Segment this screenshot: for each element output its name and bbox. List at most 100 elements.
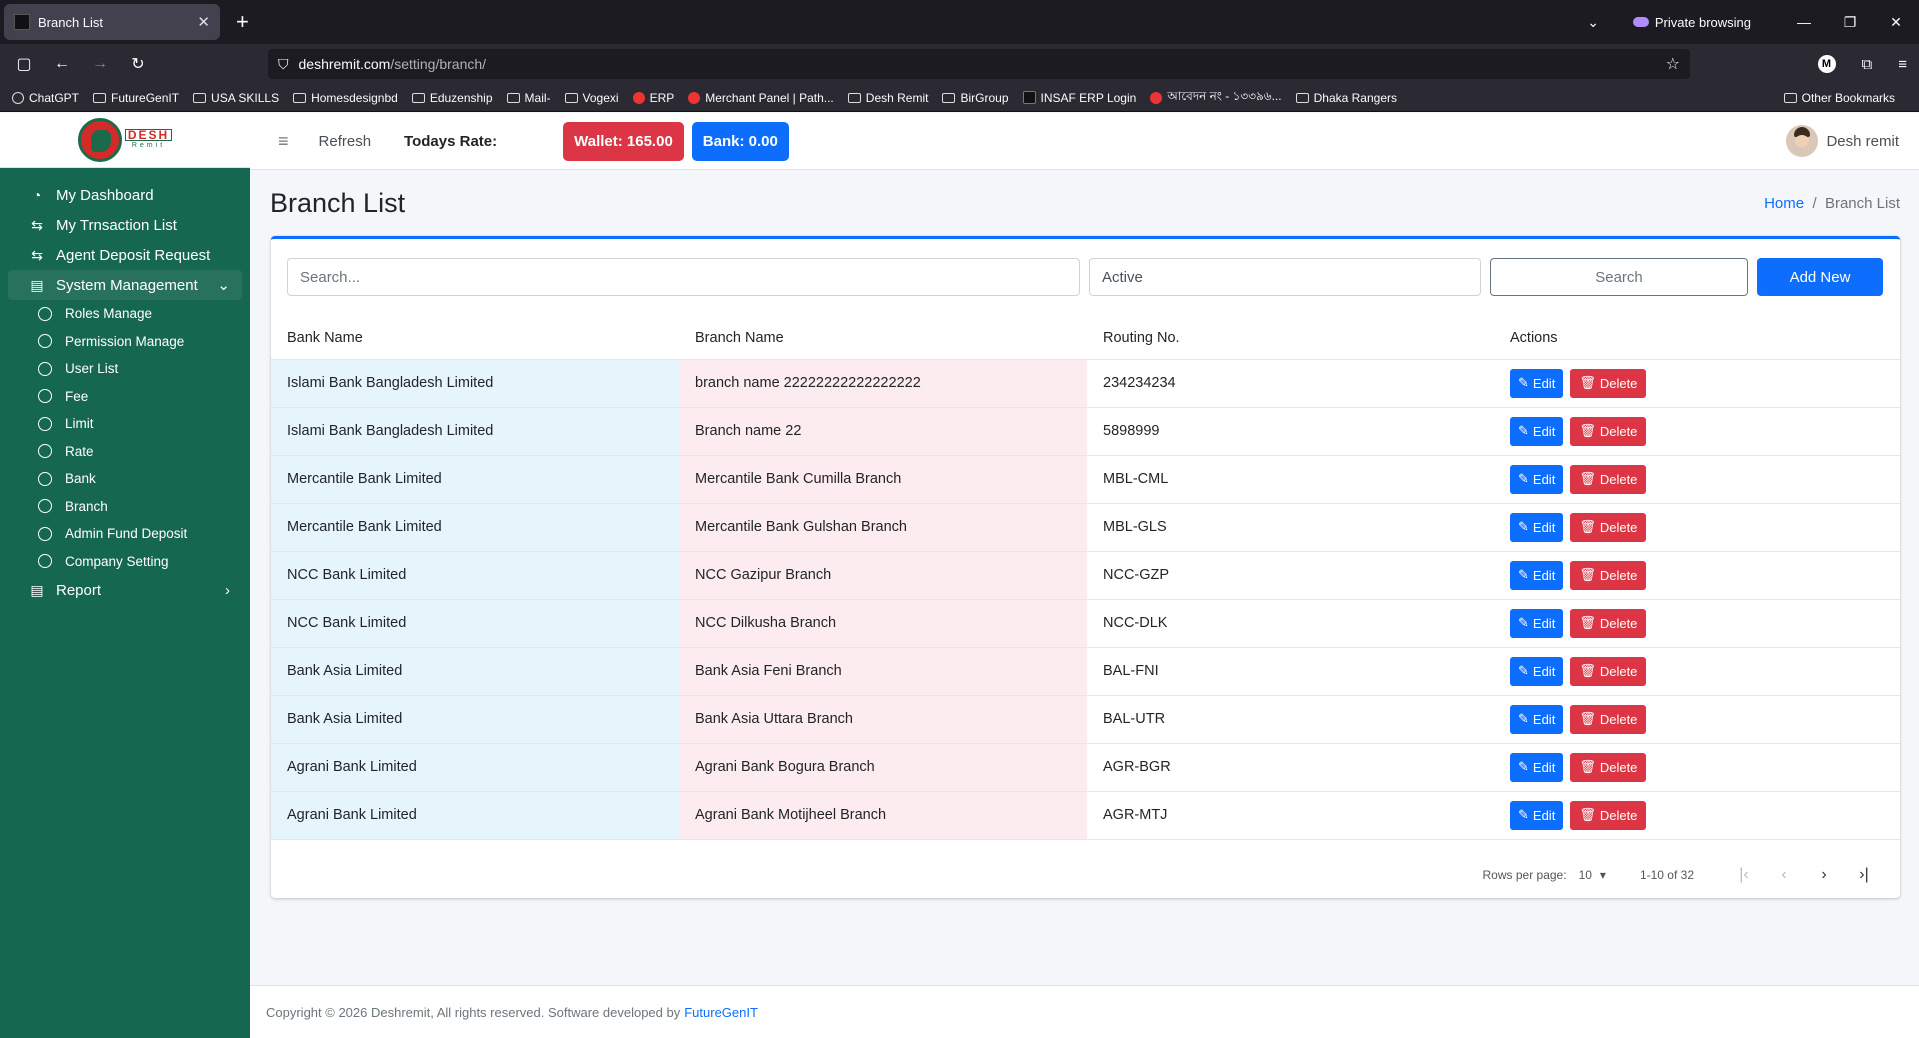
header-branch-name[interactable]: Branch Name (679, 317, 1087, 360)
tab-list-chevron-icon[interactable]: ⌄ (1587, 13, 1599, 30)
bookmark-item[interactable]: Mail- (506, 91, 551, 105)
edit-button[interactable]: ✎ Edit (1510, 704, 1564, 734)
bookmark-item[interactable]: USA SKILLS (193, 91, 279, 105)
filter-bar: Search... Active Search Add New (287, 258, 1884, 296)
minimize-icon[interactable]: — (1797, 14, 1811, 30)
wallet-badge[interactable]: Wallet: 165.00 (563, 121, 684, 161)
close-window-icon[interactable]: ✕ (1890, 13, 1902, 30)
trash-icon: 🗑 (1579, 807, 1596, 822)
sidebar-subitem-roles[interactable]: Roles Manage (0, 300, 250, 328)
sidebar-item-system-management[interactable]: ▤ System Management ⌄ (8, 270, 242, 300)
delete-button[interactable]: 🗑 Delete (1570, 656, 1647, 686)
hamburger-icon[interactable]: ≡ (278, 130, 289, 151)
edit-button[interactable]: ✎ Edit (1510, 656, 1564, 686)
prev-page-icon[interactable]: ‹ (1781, 866, 1787, 883)
sidebar-subitem-permission[interactable]: Permission Manage (0, 328, 250, 356)
sidebar-subitem-rate[interactable]: Rate (0, 438, 250, 466)
forward-icon[interactable]: → (92, 55, 108, 72)
delete-button[interactable]: 🗑 Delete (1570, 368, 1647, 398)
clipboard-icon: ▤ (30, 276, 44, 293)
sidebar-toggle-icon[interactable]: ▢ (16, 56, 32, 73)
bookmark-item[interactable]: Homesdesignbd (293, 91, 398, 105)
sidebar-subitem-bank[interactable]: Bank (0, 465, 250, 493)
edit-button[interactable]: ✎ Edit (1510, 608, 1564, 638)
cell-actions: ✎ Edit 🗑 Delete (1494, 503, 1900, 552)
sidebar-item-report[interactable]: ▤ Report › (8, 575, 242, 605)
edit-button[interactable]: ✎ Edit (1510, 752, 1564, 782)
delete-button[interactable]: 🗑 Delete (1570, 608, 1647, 638)
delete-button[interactable]: 🗑 Delete (1570, 416, 1647, 446)
cell-bank-name: Islami Bank Bangladesh Limited (271, 359, 679, 408)
delete-button[interactable]: 🗑 Delete (1570, 464, 1647, 494)
add-new-button[interactable]: Add New (1757, 258, 1883, 296)
restore-icon[interactable]: ❐ (1843, 13, 1857, 30)
delete-button[interactable]: 🗑 Delete (1570, 512, 1647, 542)
bookmark-item[interactable]: BirGroup (942, 91, 1009, 105)
edit-button[interactable]: ✎ Edit (1510, 800, 1564, 830)
edit-button[interactable]: ✎ Edit (1510, 416, 1564, 446)
bookmark-item[interactable]: আবেদন নং - ১৩৩৯৬... (1150, 88, 1282, 108)
cell-routing-no: MBL-CML (1087, 455, 1494, 504)
edit-button[interactable]: ✎ Edit (1510, 368, 1564, 398)
bookmark-item[interactable]: FutureGenIT (93, 91, 179, 105)
app-menu-icon[interactable]: ≡ (1898, 55, 1907, 73)
sidebar-subitem-fee[interactable]: Fee (0, 383, 250, 411)
sidebar-subitem-company[interactable]: Company Setting (0, 548, 250, 576)
first-page-icon[interactable]: |‹ (1739, 866, 1749, 883)
bookmark-item[interactable]: ChatGPT (12, 91, 79, 105)
table-row: Bank Asia Limited Bank Asia Uttara Branch… (271, 695, 1900, 744)
bookmark-item[interactable]: INSAF ERP Login (1022, 91, 1136, 105)
edit-button[interactable]: ✎ Edit (1510, 560, 1564, 590)
sidebar-subitem-users[interactable]: User List (0, 355, 250, 383)
user-menu[interactable]: Desh remit (1786, 125, 1899, 157)
table-row: Agrani Bank Limited Agrani Bank Motijheel… (271, 791, 1900, 840)
breadcrumb-home[interactable]: Home (1764, 194, 1805, 212)
delete-button[interactable]: 🗑 Delete (1570, 752, 1647, 782)
bookmark-item[interactable]: Vogexi (564, 91, 619, 105)
edit-button[interactable]: ✎ Edit (1510, 512, 1564, 542)
cell-branch-name: Branch name 22 (679, 407, 1087, 456)
brand-logo-area[interactable]: DESH Remit (0, 113, 250, 168)
table-row: Islami Bank Bangladesh Limited Branch nam… (271, 407, 1900, 456)
extensions-icon[interactable]: ⧉ (1861, 55, 1873, 73)
refresh-link[interactable]: Refresh (318, 132, 372, 150)
status-select[interactable]: Active (1089, 258, 1481, 296)
pencil-icon: ✎ (1518, 375, 1529, 390)
rows-per-page-select[interactable]: 10 ▾ (1579, 868, 1606, 882)
back-icon[interactable]: ← (54, 55, 70, 72)
reload-icon[interactable]: ↻ (131, 56, 145, 73)
edit-button[interactable]: ✎ Edit (1510, 464, 1564, 494)
close-tab-icon[interactable]: ✕ (197, 14, 210, 31)
delete-button[interactable]: 🗑 Delete (1570, 704, 1647, 734)
delete-button[interactable]: 🗑 Delete (1570, 560, 1647, 590)
bookmark-item[interactable]: ERP (632, 91, 674, 105)
url-bar[interactable]: ⛉ deshremit.com/setting/branch/ ☆ (268, 49, 1690, 79)
sidebar-item-dashboard[interactable]: ◔ My Dashboard (8, 180, 242, 210)
new-tab-icon[interactable]: + (236, 9, 249, 34)
delete-button[interactable]: 🗑 Delete (1570, 800, 1647, 830)
sidebar-subitem-admin-fund[interactable]: Admin Fund Deposit (0, 520, 250, 548)
header-bank-name[interactable]: Bank Name (271, 317, 679, 360)
circle-icon (38, 306, 52, 321)
sidebar-subitem-limit[interactable]: Limit (0, 410, 250, 438)
other-bookmarks[interactable]: Other Bookmarks (1783, 91, 1895, 105)
last-page-icon[interactable]: ›| (1859, 866, 1869, 883)
sidebar-subitem-branch[interactable]: Branch (0, 493, 250, 521)
next-page-icon[interactable]: › (1821, 866, 1827, 883)
sidebar-item-agent-deposit[interactable]: ⇆ Agent Deposit Request (8, 240, 242, 270)
footer-link[interactable]: FutureGenIT (684, 1004, 758, 1020)
bookmark-item[interactable]: Eduzenship (411, 91, 493, 105)
bookmark-item[interactable]: Dhaka Rangers (1295, 91, 1397, 105)
bookmark-item[interactable]: Desh Remit (847, 91, 928, 105)
browser-tab[interactable]: Branch List ✕ (4, 4, 220, 40)
bank-badge[interactable]: Bank: 0.00 (691, 121, 789, 161)
bookmark-item[interactable]: Merchant Panel | Path... (688, 91, 834, 105)
bookmark-star-icon[interactable]: ☆ (1665, 56, 1680, 73)
sidebar-item-transactions[interactable]: ⇆ My Trnsaction List (8, 210, 242, 240)
account-icon[interactable]: M (1817, 55, 1836, 73)
table-row: Agrani Bank Limited Agrani Bank Bogura Br… (271, 743, 1900, 792)
header-routing-no[interactable]: Routing No. (1087, 317, 1494, 360)
search-button[interactable]: Search (1490, 258, 1748, 296)
search-input[interactable]: Search... (287, 258, 1080, 296)
site-info-icon[interactable]: ⛉ (278, 55, 289, 72)
